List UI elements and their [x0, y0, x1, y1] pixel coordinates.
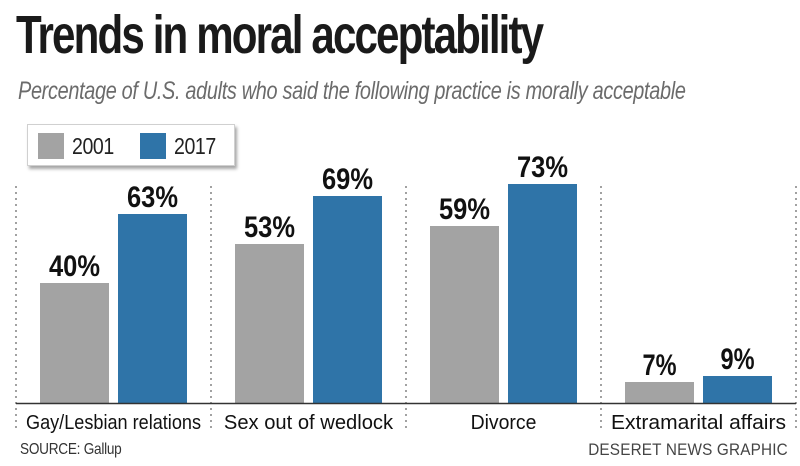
legend-label-2017: 2017	[174, 132, 216, 159]
data-label: 63%	[127, 181, 178, 214]
data-label: 59%	[439, 193, 490, 226]
category-label: Gay/Lesbian relations	[26, 412, 201, 434]
data-label: 40%	[49, 250, 100, 283]
category-label: Sex out of wedlock	[224, 412, 394, 434]
data-label: 53%	[244, 211, 295, 244]
bar-2017	[703, 376, 772, 403]
legend-item-2001: 2001	[38, 133, 121, 159]
legend: 2001 2017	[27, 124, 235, 166]
bar-2001	[40, 283, 109, 403]
legend-item-2017: 2017	[140, 133, 223, 159]
legend-label-2001: 2001	[72, 132, 114, 159]
bar-2017	[118, 214, 187, 403]
bar-2001	[430, 226, 499, 403]
legend-swatch-2017	[140, 133, 166, 159]
source-note: SOURCE: Gallup	[20, 441, 122, 458]
data-label: 7%	[643, 349, 677, 382]
category-label: Divorce	[471, 412, 537, 434]
bar-2017	[313, 196, 382, 403]
data-label: 9%	[721, 343, 755, 376]
data-label: 73%	[517, 151, 568, 184]
category-label: Extramarital affairs	[611, 412, 786, 434]
bar-2001	[235, 244, 304, 403]
bar-2001	[625, 382, 694, 403]
credit-note: DESERET NEWS GRAPHIC	[588, 440, 788, 459]
bar-2017	[508, 184, 577, 403]
data-label: 69%	[322, 163, 373, 196]
chart-title: Trends in moral acceptability	[16, 5, 544, 65]
chart-subtitle: Percentage of U.S. adults who said the f…	[18, 77, 686, 105]
legend-swatch-2001	[38, 133, 64, 159]
